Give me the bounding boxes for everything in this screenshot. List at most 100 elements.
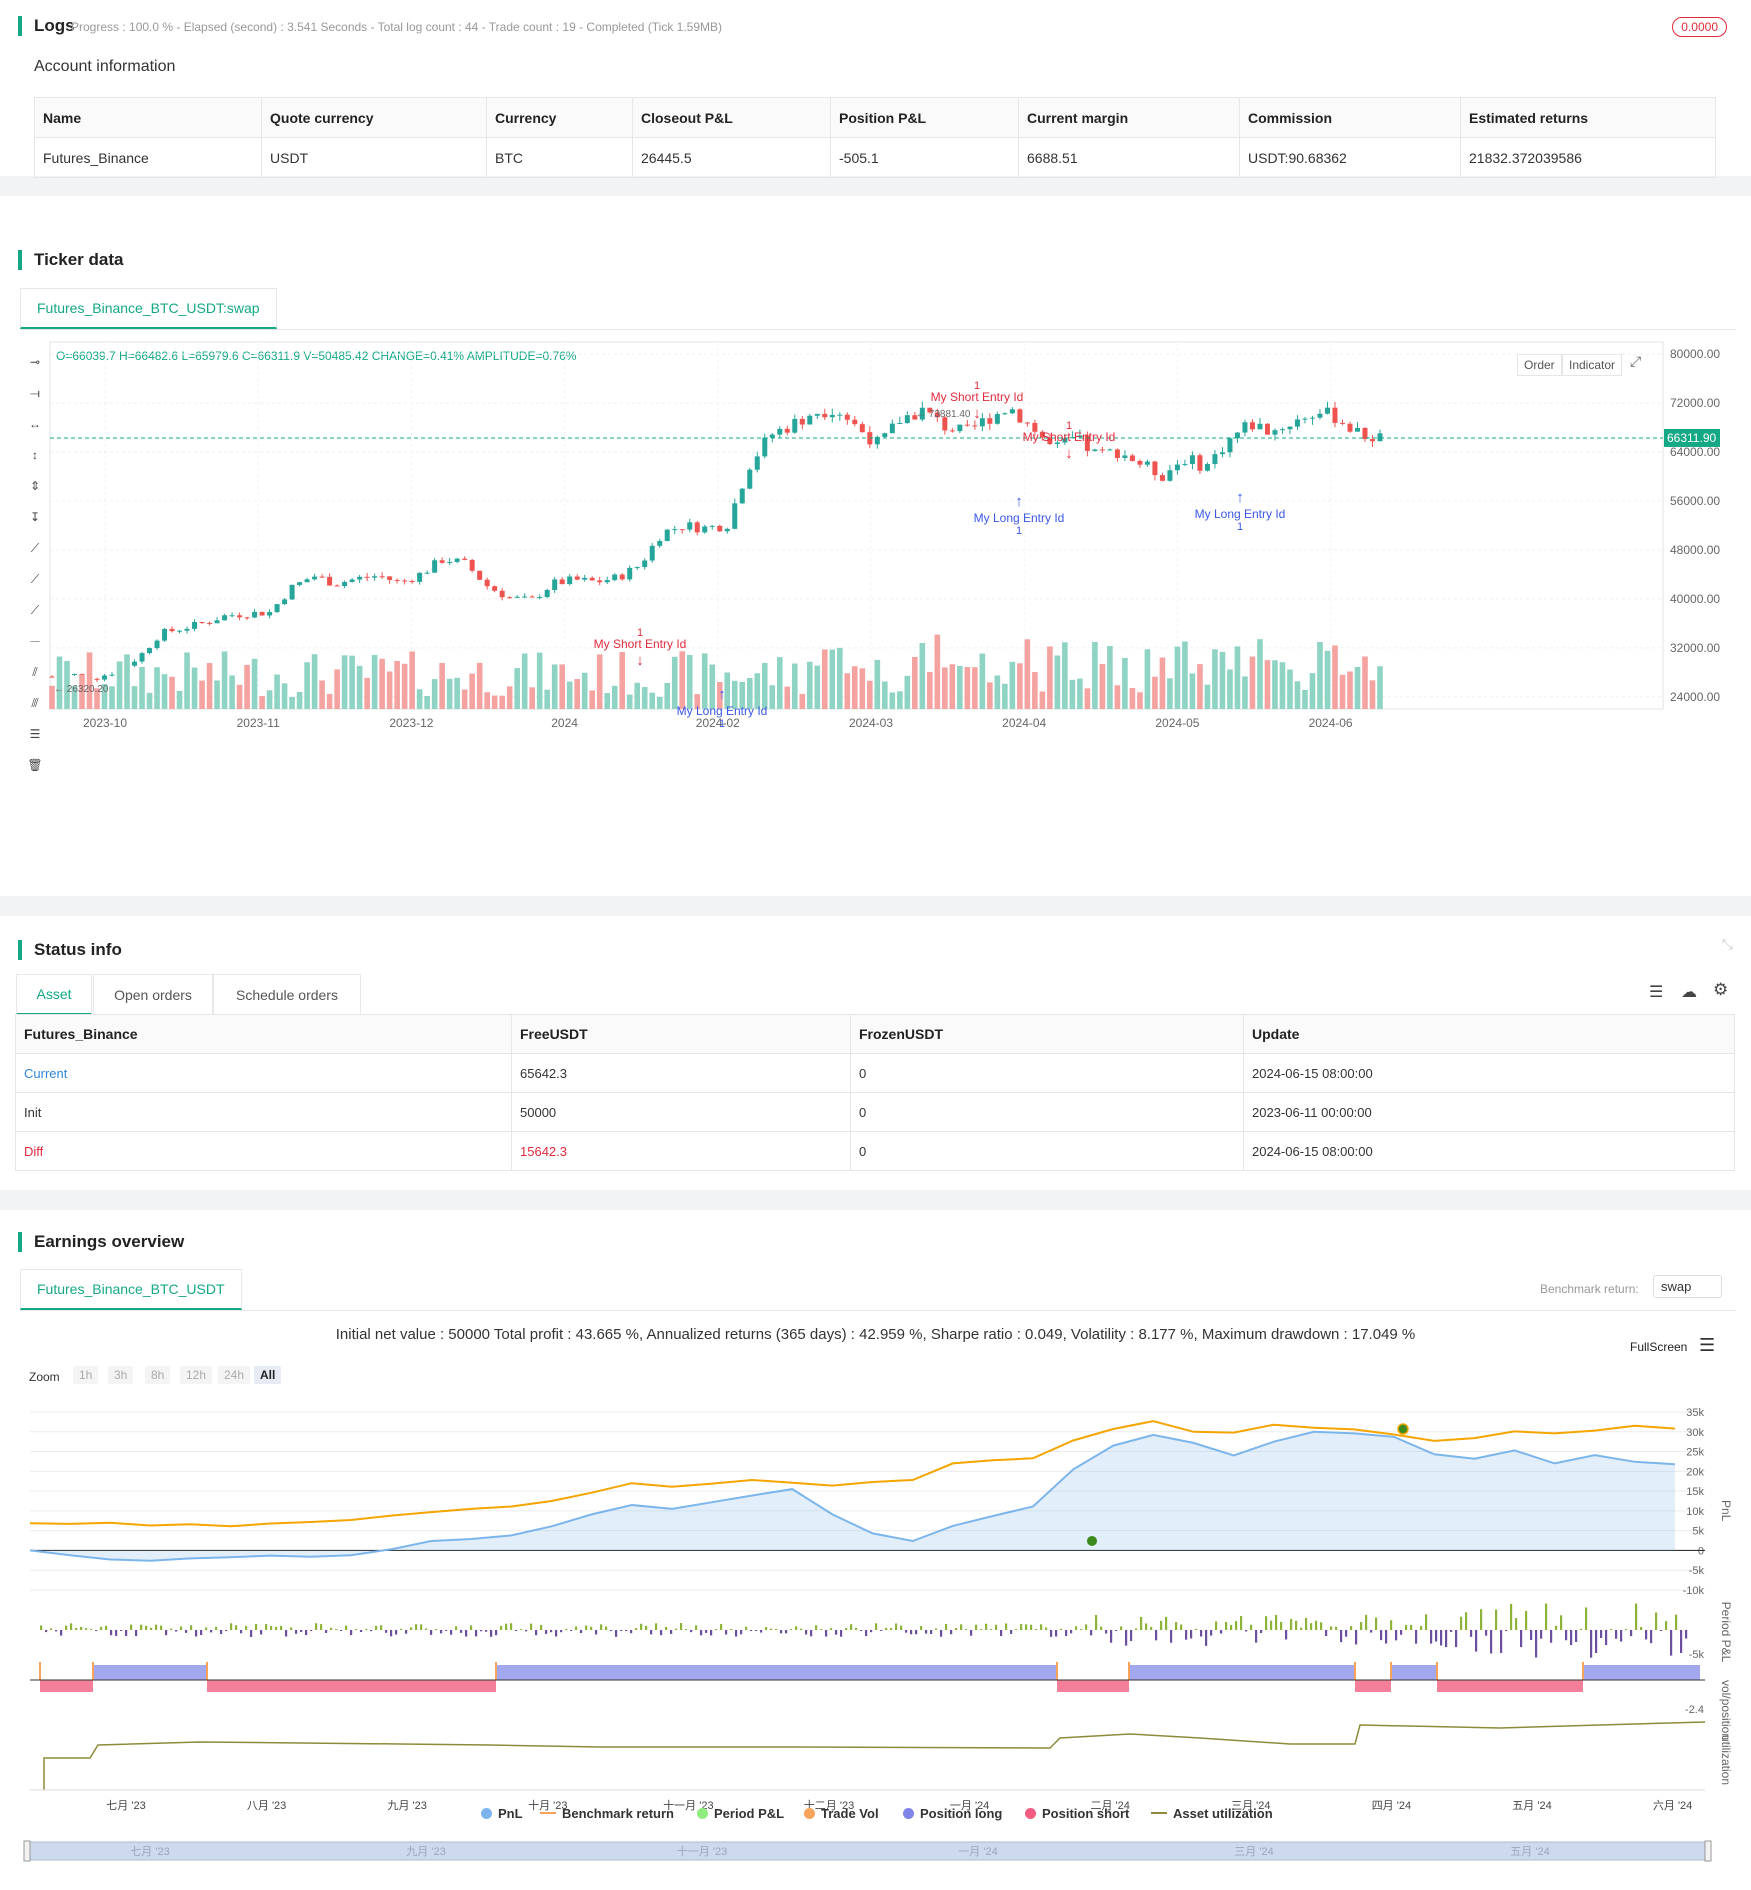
- period-pnl-bar: [855, 1627, 858, 1630]
- expand-icon[interactable]: ⤢: [1630, 353, 1642, 369]
- account-header: Quote currency: [261, 97, 487, 138]
- cloud-icon[interactable]: ☁: [1681, 984, 1697, 1001]
- vertical-ray-icon[interactable]: ↧: [29, 510, 41, 524]
- price-line-icon[interactable]: ⏤: [30, 634, 40, 648]
- volume-bar: [769, 685, 776, 709]
- period-pnl-bar: [55, 1630, 58, 1632]
- period-pnl-bar: [785, 1630, 788, 1634]
- period-pnl-bar: [1345, 1630, 1348, 1637]
- candle-body: [1272, 430, 1278, 435]
- period-pnl-bar: [835, 1630, 838, 1635]
- candle-body: [589, 577, 595, 581]
- volume-bar: [236, 684, 243, 709]
- horizontal-line-icon[interactable]: ⊸: [29, 355, 41, 369]
- candle-body: [1039, 431, 1045, 438]
- zoom-1h[interactable]: 1h: [73, 1366, 99, 1384]
- period-pnl-bar: [1415, 1630, 1418, 1644]
- volume-bar: [972, 667, 978, 709]
- candle-body: [574, 576, 580, 580]
- candle-body: [544, 589, 550, 598]
- volume-bar: [1197, 664, 1203, 709]
- segment-icon[interactable]: ⟋: [30, 603, 40, 617]
- zoom-3h[interactable]: 3h: [108, 1366, 134, 1384]
- legend-tradevol[interactable]: Trade Vol: [804, 1806, 879, 1821]
- tab-open-orders[interactable]: Open orders: [93, 974, 213, 1016]
- legend-utilization[interactable]: Asset utilization: [1151, 1806, 1273, 1821]
- navigator-handle-left: [23, 1840, 31, 1862]
- volume-bar: [1249, 656, 1256, 709]
- tab-asset[interactable]: Asset: [16, 974, 92, 1015]
- tab-schedule-orders[interactable]: Schedule orders: [213, 974, 361, 1016]
- legend-long[interactable]: Position long: [903, 1806, 1002, 1821]
- period-pnl-bar: [730, 1629, 733, 1630]
- legend-period[interactable]: Period P&L: [697, 1806, 784, 1821]
- period-pnl-bar: [1185, 1630, 1188, 1640]
- trash-icon[interactable]: 🗑: [27, 758, 43, 772]
- navigator-tick-label: 十一月 '23: [677, 1844, 727, 1858]
- volume-bar: [1264, 660, 1271, 709]
- volume-bar: [1369, 680, 1376, 709]
- period-pnl-bar: [1380, 1630, 1383, 1641]
- volume-bar: [334, 669, 340, 709]
- candle-body: [492, 586, 498, 591]
- earnings-tab[interactable]: Futures_Binance_BTC_USDT: [20, 1269, 242, 1310]
- period-pnl-bar: [1095, 1614, 1098, 1630]
- short-qty: 1: [637, 627, 643, 639]
- period-pnl-bar: [1100, 1626, 1103, 1630]
- parallel-channel-icon[interactable]: ⫽: [32, 665, 38, 679]
- trend-line-icon[interactable]: ⟋: [30, 541, 40, 555]
- candlestick-chart: 80000.00 72000.00 64000.00 56000.00 48000.00…: [49, 341, 1720, 730]
- vertical-line-icon[interactable]: ↕: [32, 448, 38, 462]
- fib-icon[interactable]: ⫻: [31, 696, 39, 710]
- period-pnl-bar: [1620, 1630, 1623, 1642]
- volume-bar: [559, 664, 565, 709]
- collapse-icon[interactable]: ⤡: [1721, 936, 1733, 952]
- asset-cell-diff: 15642.3: [511, 1131, 851, 1171]
- period-pnl-bar: [350, 1630, 353, 1636]
- order-button[interactable]: Order: [1517, 354, 1562, 376]
- indicator-button[interactable]: Indicator: [1562, 354, 1623, 376]
- vertical-segment-icon[interactable]: ⇕: [29, 479, 41, 493]
- zoom-all[interactable]: All: [254, 1366, 282, 1384]
- period-pnl-bar: [930, 1630, 933, 1635]
- legend-benchmark[interactable]: Benchmark return: [540, 1806, 674, 1821]
- period-pnl-bar: [1580, 1628, 1583, 1630]
- period-pnl-bar: [520, 1629, 523, 1630]
- horizontal-ray-icon[interactable]: ⟞: [30, 386, 40, 400]
- volume-bar: [686, 654, 693, 709]
- zoom-8h[interactable]: 8h: [145, 1366, 171, 1384]
- period-pnl-bar: [1155, 1630, 1158, 1641]
- volume-bar: [619, 652, 626, 709]
- period-pnl-bar: [900, 1625, 903, 1630]
- ray-line-icon[interactable]: ⟋: [30, 572, 40, 586]
- volume-bar: [942, 667, 948, 709]
- period-pnl-bar: [130, 1624, 133, 1630]
- zoom-12h[interactable]: 12h: [180, 1366, 213, 1384]
- extended-line-icon[interactable]: ↔: [29, 417, 41, 431]
- volume-bar: [671, 656, 678, 709]
- period-pnl-bar: [95, 1630, 98, 1631]
- period-pnl-bar: [530, 1623, 533, 1630]
- volume-bar: [304, 662, 310, 709]
- volume-bar: [979, 653, 986, 709]
- zoom-24h[interactable]: 24h: [218, 1366, 251, 1384]
- trade-vol-bar: [1056, 1662, 1058, 1680]
- legend-short[interactable]: Position short: [1025, 1806, 1129, 1821]
- fullscreen-button[interactable]: FullScreen: [1630, 1340, 1688, 1354]
- ticker-tab[interactable]: Futures_Binance_BTC_USDT:swap: [20, 288, 277, 329]
- settings-icon[interactable]: ⚙: [1713, 980, 1729, 999]
- candle-body: [927, 407, 933, 413]
- menu-icon[interactable]: ☰: [1699, 1335, 1716, 1355]
- period-pnl-bar: [1190, 1630, 1193, 1639]
- zoom-label: Zoom: [29, 1370, 60, 1384]
- benchmark-select[interactable]: swap: [1653, 1275, 1723, 1298]
- list-icon[interactable]: ☰: [1649, 984, 1664, 1001]
- legend-pnl[interactable]: PnL: [481, 1806, 523, 1821]
- volume-bar: [1017, 663, 1023, 709]
- period-pnl-bar: [1235, 1621, 1238, 1630]
- fib-levels-icon[interactable]: ☰: [29, 727, 41, 741]
- period-pnl-bar: [1440, 1630, 1443, 1646]
- candle-body: [1377, 433, 1383, 442]
- volume-bar: [957, 665, 963, 709]
- volume-bar: [1167, 678, 1173, 709]
